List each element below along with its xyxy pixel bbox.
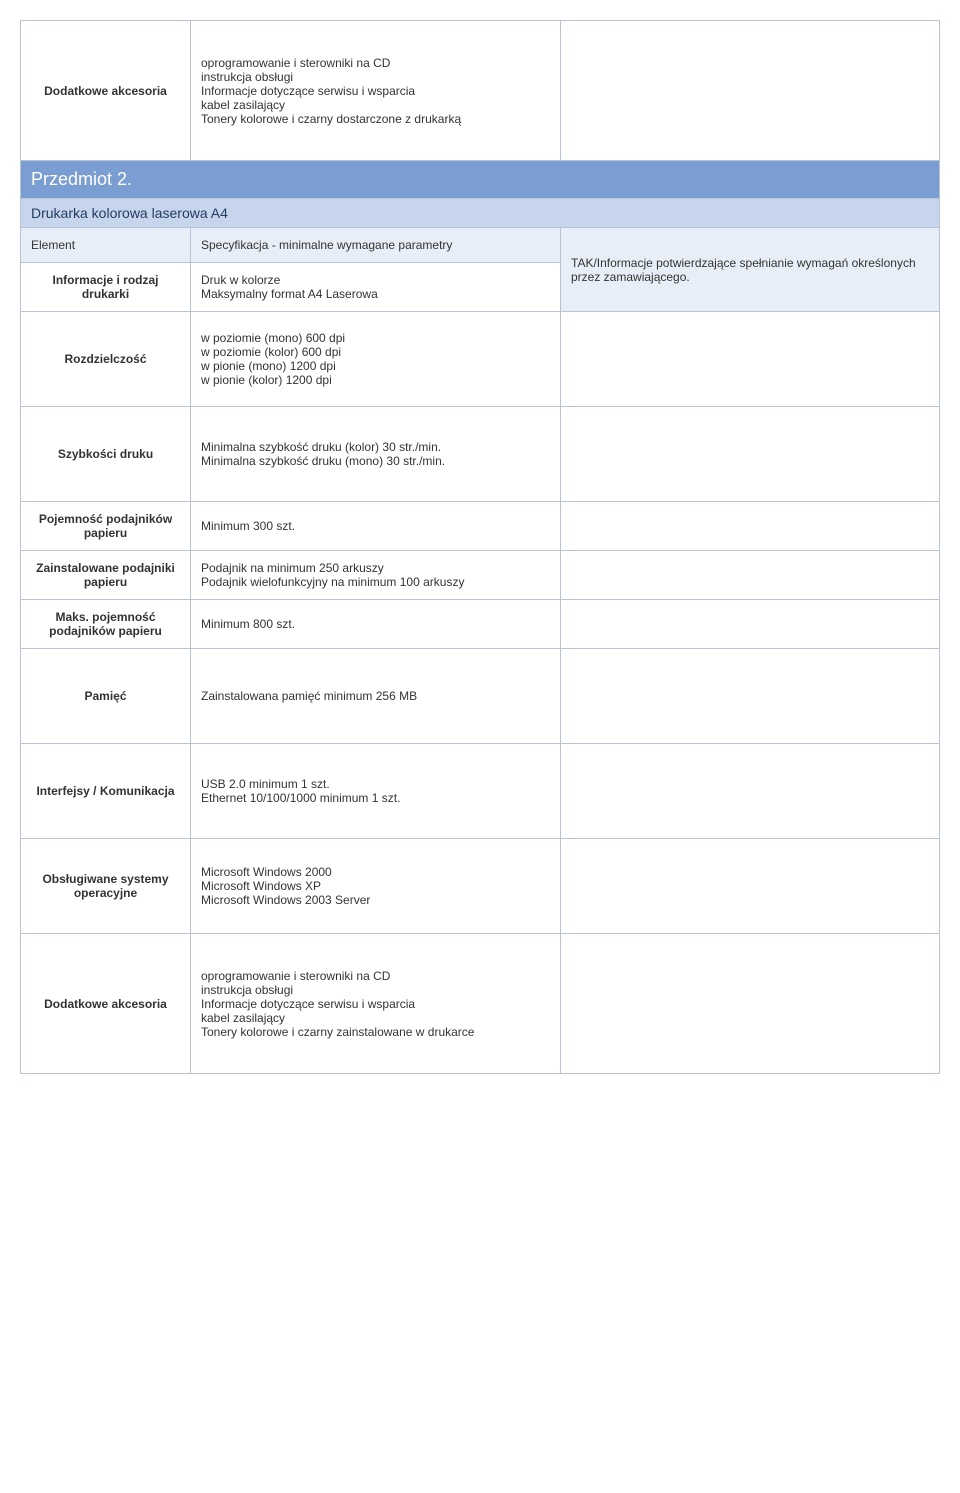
table-row: Pamięć Zainstalowana pamięć minimum 256 …: [21, 649, 940, 744]
row-label: Szybkości druku: [21, 407, 191, 502]
table-row: Dodatkowe akcesoria oprogramowanie i ste…: [21, 934, 940, 1074]
table-row: Interfejsy / Komunikacja USB 2.0 minimum…: [21, 744, 940, 839]
row-label: Maks. pojemność podajników papieru: [21, 600, 191, 649]
row-label: Pojemność podajników papieru: [21, 502, 191, 551]
row-confirm: [561, 407, 940, 502]
column-header-row: Element Specyfikacja - minimalne wymagan…: [21, 228, 940, 263]
row-label: Informacje i rodzaj drukarki: [21, 263, 191, 312]
table-row: Dodatkowe akcesoria oprogramowanie i ste…: [21, 21, 940, 161]
row-label: Dodatkowe akcesoria: [21, 934, 191, 1074]
row-value: Druk w kolorzeMaksymalny format A4 Laser…: [191, 263, 561, 312]
table-row: Zainstalowane podajniki papieru Podajnik…: [21, 551, 940, 600]
table-row: Szybkości druku Minimalna szybkość druku…: [21, 407, 940, 502]
row-label: Interfejsy / Komunikacja: [21, 744, 191, 839]
row-value: Microsoft Windows 2000Microsoft Windows …: [191, 839, 561, 934]
row-label: Obsługiwane systemy operacyjne: [21, 839, 191, 934]
row-label: Rozdzielczość: [21, 312, 191, 407]
col-header-element: Element: [21, 228, 191, 263]
row-confirm: [561, 649, 940, 744]
section-title: Przedmiot 2.: [21, 161, 940, 199]
row-confirm: [561, 502, 940, 551]
col-header-confirm: TAK/Informacje potwierdzające spełnianie…: [561, 228, 940, 312]
table-row: Rozdzielczość w poziomie (mono) 600 dpiw…: [21, 312, 940, 407]
section-header-row: Przedmiot 2.: [21, 161, 940, 199]
row-value: Zainstalowana pamięć minimum 256 MB: [191, 649, 561, 744]
table-row: Maks. pojemność podajników papieru Minim…: [21, 600, 940, 649]
row-confirm: [561, 600, 940, 649]
row-value: Minimum 300 szt.: [191, 502, 561, 551]
row-confirm: [561, 744, 940, 839]
table-row: Pojemność podajników papieru Minimum 300…: [21, 502, 940, 551]
row-confirm: [561, 839, 940, 934]
col-header-spec: Specyfikacja - minimalne wymagane parame…: [191, 228, 561, 263]
row-confirm: [561, 21, 940, 161]
row-value: USB 2.0 minimum 1 szt.Ethernet 10/100/10…: [191, 744, 561, 839]
row-confirm: [561, 934, 940, 1074]
row-value: Minimum 800 szt.: [191, 600, 561, 649]
row-confirm: [561, 551, 940, 600]
row-value: oprogramowanie i sterowniki na CDinstruk…: [191, 21, 561, 161]
row-label: Pamięć: [21, 649, 191, 744]
row-value: Podajnik na minimum 250 arkuszyPodajnik …: [191, 551, 561, 600]
row-value: Minimalna szybkość druku (kolor) 30 str.…: [191, 407, 561, 502]
spec-table: Dodatkowe akcesoria oprogramowanie i ste…: [20, 20, 940, 1074]
table-row: Obsługiwane systemy operacyjne Microsoft…: [21, 839, 940, 934]
row-value: oprogramowanie i sterowniki na CDinstruk…: [191, 934, 561, 1074]
row-label: Dodatkowe akcesoria: [21, 21, 191, 161]
section-subheader-row: Drukarka kolorowa laserowa A4: [21, 199, 940, 228]
row-label: Zainstalowane podajniki papieru: [21, 551, 191, 600]
section-subtitle: Drukarka kolorowa laserowa A4: [21, 199, 940, 228]
row-value: w poziomie (mono) 600 dpiw poziomie (kol…: [191, 312, 561, 407]
row-confirm: [561, 312, 940, 407]
